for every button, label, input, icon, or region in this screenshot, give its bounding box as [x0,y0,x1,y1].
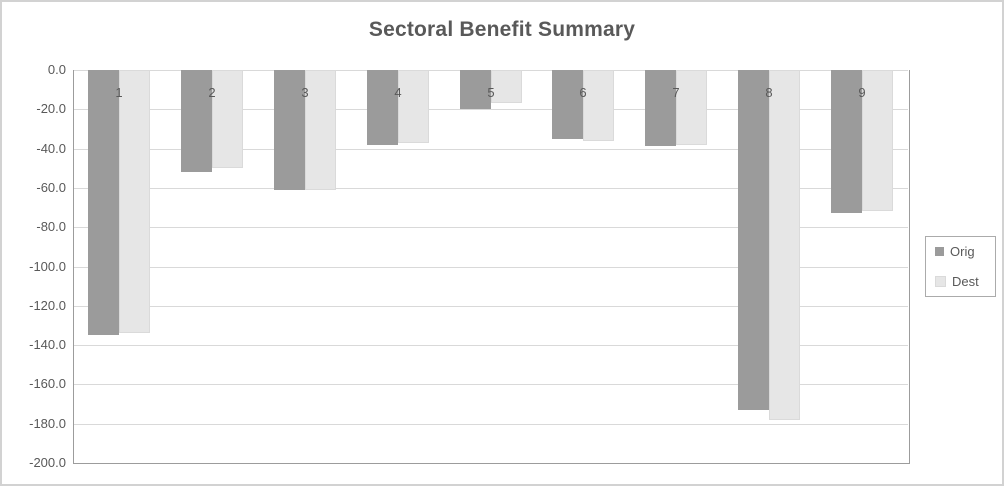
bar-orig-4 [367,70,398,145]
y-tick-label: -180.0 [29,416,66,431]
bar-dest-4 [398,70,429,143]
gridline [73,149,908,150]
bar-dest-2 [212,70,243,168]
bar-dest-1 [119,70,150,333]
bar-orig-8 [738,70,769,410]
legend-entry-orig: Orig [935,245,995,258]
y-tick-label: -160.0 [29,376,66,391]
bar-orig-6 [552,70,583,139]
y-tick-label: -40.0 [36,141,66,156]
gridline [73,227,908,228]
category-label: 3 [301,85,309,100]
bar-dest-5 [491,70,522,103]
gridline [73,109,908,110]
bar-orig-1 [88,70,119,335]
y-tick-label: -200.0 [29,455,66,470]
y-tick-label: -20.0 [36,101,66,116]
bar-orig-5 [460,70,491,109]
category-label: 7 [672,85,680,100]
legend-swatch-orig [935,247,944,256]
y-tick-label: -60.0 [36,180,66,195]
category-label: 4 [394,85,402,100]
category-label: 8 [765,85,773,100]
y-tick-label: -140.0 [29,337,66,352]
bar-dest-9 [862,70,893,211]
gridline [73,345,908,346]
bar-orig-2 [181,70,212,172]
y-tick-label: -120.0 [29,298,66,313]
legend: Orig Dest [925,236,996,297]
gridline [73,306,908,307]
gridline [73,267,908,268]
bar-dest-8 [769,70,800,420]
category-label: 9 [858,85,866,100]
bar-dest-7 [676,70,707,145]
bar-orig-3 [274,70,305,190]
bar-orig-9 [831,70,862,213]
legend-label-orig: Orig [950,244,975,259]
y-tick-label: -100.0 [29,259,66,274]
gridline [73,424,908,425]
y-tick-label: 0.0 [47,62,66,77]
bar-dest-6 [583,70,614,141]
gridline [73,188,908,189]
gridline [73,384,908,385]
plot-area-border [73,70,910,464]
legend-swatch-dest [935,276,946,287]
category-label: 6 [579,85,587,100]
legend-entry-dest: Dest [935,275,995,288]
category-label: 5 [487,85,495,100]
y-tick-label: -80.0 [36,219,66,234]
bar-dest-3 [305,70,336,190]
bar-orig-7 [645,70,676,146]
category-label: 2 [208,85,216,100]
chart-title: Sectoral Benefit Summary [368,18,636,41]
legend-label-dest: Dest [952,274,979,289]
category-label: 1 [115,85,123,100]
